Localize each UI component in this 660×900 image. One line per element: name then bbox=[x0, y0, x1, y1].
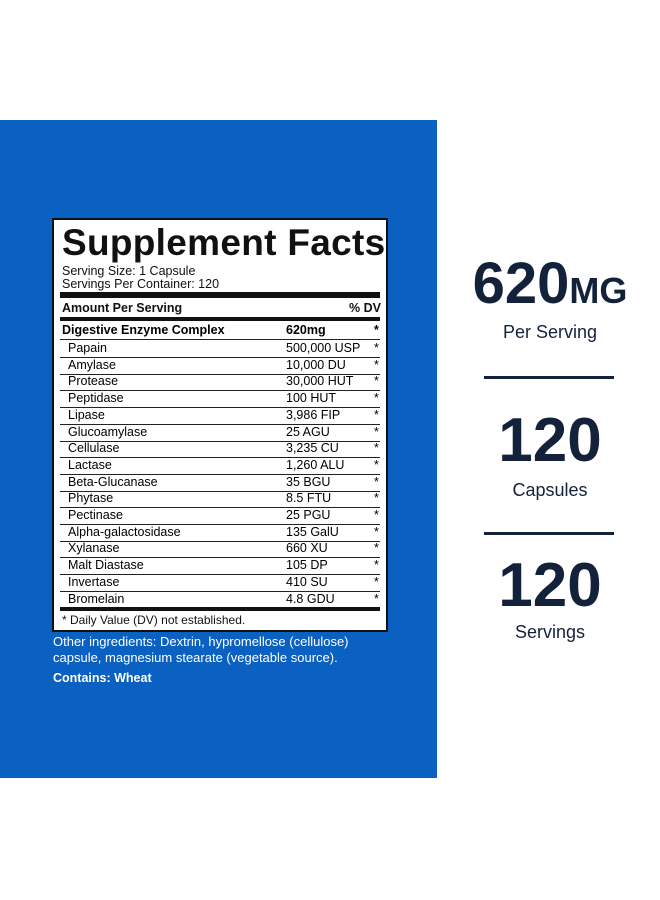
ingredient-dv: * bbox=[374, 441, 379, 456]
ingredient-name: Invertase bbox=[68, 574, 120, 589]
ingredient-name: Glucoamylase bbox=[68, 424, 148, 439]
ingredient-dv: * bbox=[374, 457, 379, 472]
ingredient-amount: 3,986 FIP bbox=[286, 407, 341, 422]
ingredient-row: Peptidase 100 HUT * bbox=[60, 390, 380, 409]
divider bbox=[484, 532, 614, 535]
ingredient-dv: * bbox=[374, 491, 379, 506]
ingredient-name: Beta-Glucanase bbox=[68, 474, 158, 489]
ingredient-amount: 410 SU bbox=[286, 574, 328, 589]
ingredient-amount: 4.8 GDU bbox=[286, 591, 335, 606]
ingredient-name: Malt Diastase bbox=[68, 558, 144, 573]
ingredient-dv: * bbox=[374, 508, 379, 522]
complex-dv: * bbox=[374, 323, 379, 337]
thick-rule bbox=[60, 292, 380, 298]
ingredient-dv: * bbox=[374, 374, 379, 389]
ingredient-row: Glucoamylase 25 AGU * bbox=[60, 424, 380, 442]
ingredient-row: Lactase 1,260 ALU * bbox=[60, 457, 380, 475]
ingredient-amount: 660 XU bbox=[286, 541, 328, 556]
ingredient-row: Xylanase 660 XU * bbox=[60, 540, 380, 559]
ingredient-dv: * bbox=[374, 558, 379, 573]
ingredient-amount: 25 AGU bbox=[286, 424, 330, 439]
thick-rule bbox=[60, 607, 380, 611]
ingredient-dv: * bbox=[374, 341, 379, 355]
ingredient-name: Lipase bbox=[68, 407, 105, 422]
ingredient-dv: * bbox=[374, 407, 379, 422]
ingredient-amount: 8.5 FTU bbox=[286, 491, 332, 506]
ingredient-name: Papain bbox=[68, 341, 107, 355]
ingredient-row: Papain 500,000 USP * bbox=[60, 340, 380, 358]
complex-amount: 620mg bbox=[286, 323, 326, 337]
complex-row: Digestive Enzyme Complex 620mg * bbox=[60, 322, 380, 340]
ingredient-name: Bromelain bbox=[68, 591, 125, 606]
ingredient-row: Alpha-galactosidase 135 GalU * bbox=[60, 524, 380, 542]
ingredient-amount: 25 PGU bbox=[286, 508, 331, 522]
contains: Contains: Wheat bbox=[53, 671, 152, 685]
dv-header: % DV bbox=[349, 301, 381, 315]
complex-name: Digestive Enzyme Complex bbox=[62, 323, 225, 337]
ingredient-dv: * bbox=[374, 357, 379, 372]
thick-rule bbox=[60, 317, 380, 321]
ingredient-row: Cellulase 3,235 CU * bbox=[60, 440, 380, 459]
label-title: Supplement Facts bbox=[62, 222, 386, 263]
ingredient-dv: * bbox=[374, 474, 379, 489]
ingredient-name: Amylase bbox=[68, 357, 116, 372]
serving-size: Serving Size: 1 Capsule bbox=[62, 264, 196, 278]
ingredient-dv: * bbox=[374, 391, 379, 406]
ingredient-row: Protease 30,000 HUT * bbox=[60, 373, 380, 392]
ingredient-name: Cellulase bbox=[68, 441, 120, 456]
servings-per-container: Servings Per Container: 120 bbox=[62, 277, 220, 291]
ingredient-amount: 35 BGU bbox=[286, 474, 331, 489]
ingredient-dv: * bbox=[374, 424, 379, 439]
ingredient-dv: * bbox=[374, 541, 379, 556]
ingredient-dv: * bbox=[374, 591, 379, 606]
ingredient-name: Peptidase bbox=[68, 391, 124, 406]
ingredient-dv: * bbox=[374, 524, 379, 539]
ingredient-row: Amylase 10,000 DU * bbox=[60, 357, 380, 375]
ingredient-name: Protease bbox=[68, 374, 119, 389]
ingredient-name: Alpha-galactosidase bbox=[68, 524, 181, 539]
stat-number: 120 bbox=[498, 406, 602, 475]
ingredient-amount: 10,000 DU bbox=[286, 357, 346, 372]
divider bbox=[484, 376, 614, 379]
ingredient-name: Pectinase bbox=[68, 508, 123, 522]
facts-label: Supplement Facts Serving Size: 1 Capsule… bbox=[52, 218, 388, 632]
ingredient-row: Lipase 3,986 FIP * bbox=[60, 407, 380, 425]
ingredient-row: Invertase 410 SU * bbox=[60, 574, 380, 592]
stat-number: 620 bbox=[472, 251, 570, 316]
stat-value: 620MG bbox=[470, 250, 630, 317]
ingredient-dv: * bbox=[374, 574, 379, 589]
ingredient-amount: 105 DP bbox=[286, 558, 328, 573]
stat-caption: Capsules bbox=[512, 480, 588, 500]
stat-caption: Per Serving bbox=[502, 322, 598, 342]
ingredient-row: Bromelain 4.8 GDU * bbox=[60, 591, 380, 609]
stat-caption: Servings bbox=[514, 622, 586, 642]
stat-number: 120 bbox=[498, 551, 602, 620]
ingredient-amount: 135 GalU bbox=[286, 524, 339, 539]
ingredient-amount: 1,260 ALU bbox=[286, 457, 345, 472]
ingredient-row: Pectinase 25 PGU * bbox=[60, 507, 380, 525]
ingredient-amount: 30,000 HUT bbox=[286, 374, 354, 389]
ingredient-name: Phytase bbox=[68, 491, 114, 506]
stat-unit: MG bbox=[569, 270, 628, 311]
ingredient-amount: 3,235 CU bbox=[286, 441, 339, 456]
footnote: * Daily Value (DV) not established. bbox=[62, 613, 246, 627]
ingredient-row: Phytase 8.5 FTU * bbox=[60, 490, 380, 509]
ingredient-row: Beta-Glucanase 35 BGU * bbox=[60, 474, 380, 492]
ingredient-amount: 500,000 USP bbox=[286, 341, 361, 355]
ingredient-amount: 100 HUT bbox=[286, 391, 337, 406]
ingredient-row: Malt Diastase 105 DP * bbox=[60, 557, 380, 576]
amount-header: Amount Per Serving bbox=[62, 301, 183, 315]
other-ingredients: Other ingredients: Dextrin, hypromellose… bbox=[53, 634, 349, 665]
ingredient-name: Xylanase bbox=[68, 541, 120, 556]
ingredient-name: Lactase bbox=[68, 457, 112, 472]
